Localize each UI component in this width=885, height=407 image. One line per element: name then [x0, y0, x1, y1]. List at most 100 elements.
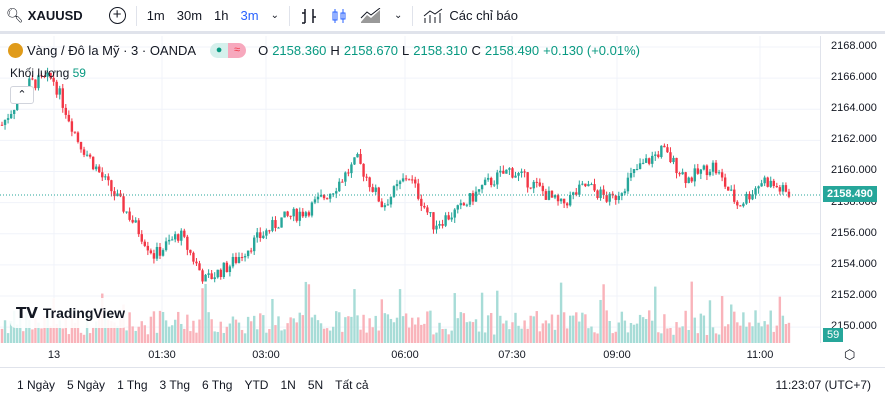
candle — [505, 169, 508, 174]
volume-bar — [672, 334, 675, 343]
volume-bar — [666, 328, 669, 343]
volume-bar — [781, 315, 785, 343]
candle — [110, 180, 113, 192]
volume-bar — [414, 324, 417, 343]
price-tick: 2152.000 — [831, 288, 877, 301]
candle — [581, 183, 584, 185]
volume-bar — [377, 330, 380, 343]
price-axis[interactable]: 2150.0002152.0002154.0002156.0002158.000… — [820, 36, 885, 343]
interval-3m[interactable]: 3m — [240, 8, 259, 23]
volume-bar — [91, 327, 95, 343]
candle — [553, 195, 557, 198]
volume-bar — [365, 332, 368, 343]
tradingview-logo[interactable]: 𝗧𝗩 TradingView — [10, 298, 128, 328]
low-value: 2158.310 — [413, 43, 468, 58]
candle — [82, 149, 86, 155]
range-all[interactable]: Tất cả — [335, 378, 369, 392]
candle — [43, 76, 46, 78]
settings-icon[interactable]: ⬡ — [844, 347, 856, 362]
area-chart-icon[interactable] — [354, 0, 388, 33]
candle — [596, 190, 599, 198]
candle — [401, 178, 405, 182]
candle — [152, 253, 156, 259]
compare-button[interactable]: + — [103, 0, 132, 33]
candle — [614, 195, 617, 200]
volume-bar — [596, 333, 599, 343]
volume-bar — [319, 323, 323, 343]
volume-bar — [392, 322, 396, 343]
candle — [717, 172, 721, 174]
volume-bar — [140, 321, 143, 343]
candle — [562, 198, 566, 204]
candle — [748, 193, 751, 200]
candle — [164, 241, 168, 251]
symbol-search[interactable]: 🔍︎ XAUUSD — [0, 0, 89, 33]
range-ytd[interactable]: YTD — [244, 378, 269, 392]
range-6m[interactable]: 6 Thg — [202, 378, 233, 392]
range-3m[interactable]: 3 Thg — [159, 378, 190, 392]
candle — [237, 257, 241, 263]
candle — [608, 193, 611, 202]
interval-1m[interactable]: 1m — [146, 8, 165, 23]
chevron-down-icon[interactable]: ⌄ — [270, 10, 279, 21]
candle — [380, 201, 384, 208]
volume-bar — [675, 322, 678, 343]
range-1m[interactable]: 1 Thg — [117, 378, 148, 392]
volume-bar — [210, 319, 213, 343]
candle — [240, 257, 244, 259]
candle — [693, 168, 696, 182]
volume-bar — [693, 317, 696, 343]
interval-30m[interactable]: 30m — [176, 8, 203, 23]
candle — [170, 239, 174, 241]
candle — [34, 79, 37, 89]
interval-1h[interactable]: 1h — [214, 8, 229, 23]
candle — [189, 249, 192, 253]
candle — [350, 164, 353, 174]
range-5d[interactable]: 5 Ngày — [67, 378, 106, 392]
volume-bar — [678, 327, 681, 343]
volume-bar — [155, 332, 159, 343]
candle — [338, 181, 341, 192]
collapse-legend-button[interactable]: ⌃ — [10, 86, 34, 104]
candle — [52, 77, 55, 82]
candle — [404, 178, 408, 180]
candle — [459, 203, 463, 206]
candles-icon[interactable] — [324, 0, 354, 33]
volume-bar — [663, 314, 666, 343]
time-label: 09:00 — [603, 349, 631, 361]
candle — [730, 189, 733, 191]
chevron-down-icon[interactable]: ⌄ — [393, 10, 403, 21]
volume-bar — [726, 324, 730, 343]
volume-bar — [526, 328, 529, 343]
candle — [243, 256, 247, 258]
candle — [584, 183, 587, 187]
market-status[interactable]: ● ≈ — [210, 43, 247, 58]
candle — [544, 191, 548, 200]
volume-bar — [787, 322, 791, 343]
candle — [502, 170, 505, 174]
volume-bar — [198, 319, 201, 343]
price-tick: 2156.000 — [831, 226, 877, 239]
candle — [438, 224, 441, 226]
volume-bar — [94, 321, 98, 343]
candle — [67, 114, 71, 122]
time-axis[interactable]: 13 01:30 03:00 06:00 07:30 09:00 11:00 ⬡ — [0, 343, 885, 368]
volume-bar — [304, 281, 308, 343]
candle — [15, 101, 19, 110]
clock[interactable]: 11:23:07 (UTC+7) — [775, 378, 872, 392]
candle — [295, 208, 298, 221]
price-chart[interactable] — [0, 36, 820, 343]
range-1d[interactable]: 1 Ngày — [17, 378, 56, 392]
candle — [392, 186, 396, 197]
volume-bar — [647, 310, 651, 343]
range-1y[interactable]: 1N — [280, 378, 296, 392]
candle — [432, 212, 435, 230]
candle — [754, 188, 757, 195]
volume-bar — [559, 282, 563, 343]
range-5y[interactable]: 5N — [307, 378, 324, 392]
volume-bar — [471, 322, 475, 343]
candle — [298, 211, 301, 221]
bar-chart-icon[interactable] — [294, 0, 324, 33]
volume-bar — [298, 312, 301, 343]
indicators-button[interactable]: Các chỉ báo — [417, 0, 524, 33]
